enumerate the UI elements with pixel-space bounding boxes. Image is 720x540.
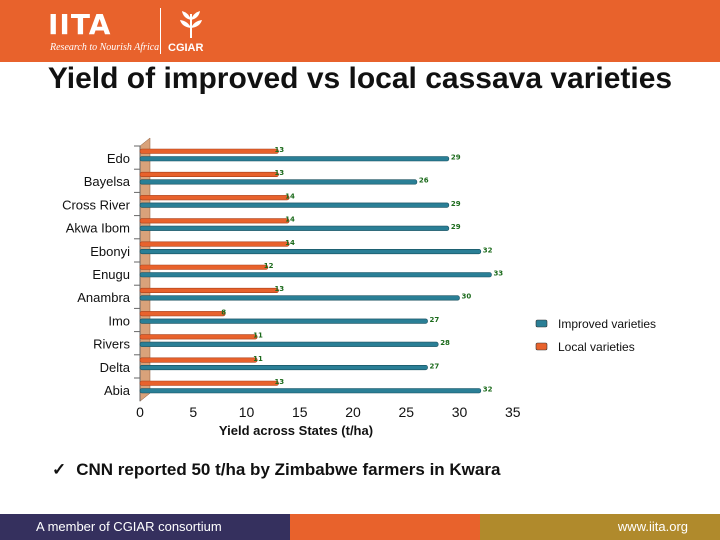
- bar-local: [139, 380, 279, 386]
- x-tick-label: 15: [292, 404, 308, 420]
- bar-local: [139, 241, 290, 247]
- data-label-local: 11: [253, 355, 263, 363]
- cgiar-logo: CGIAR: [168, 42, 204, 54]
- x-tick-label: 10: [239, 404, 255, 420]
- page-title: Yield of improved vs local cassava varie…: [47, 62, 673, 95]
- category-label: Bayelsa: [84, 174, 131, 189]
- bar-improved: [139, 364, 428, 371]
- bar-improved: [139, 179, 418, 185]
- bar-local: [139, 218, 290, 224]
- category-label: Abia: [104, 383, 131, 398]
- bullet-text: CNN reported 50 t/ha by Zimbabwe farmers…: [76, 460, 501, 479]
- data-label-local: 14: [285, 192, 295, 200]
- bar-local: [139, 357, 258, 363]
- data-label-improved: 29: [451, 200, 461, 208]
- logo-divider: [160, 8, 161, 54]
- data-label-local: 13: [274, 285, 284, 293]
- data-label-improved: 29: [451, 154, 461, 162]
- bar-improved: [139, 272, 492, 278]
- bar-local: [139, 148, 279, 154]
- data-label-improved: 27: [430, 316, 440, 324]
- bar-improved: [139, 341, 439, 347]
- data-label-improved: 29: [451, 223, 461, 231]
- data-label-local: 13: [274, 378, 284, 386]
- data-label-local: 8: [221, 308, 226, 316]
- legend-swatch: [535, 319, 548, 328]
- data-label-improved: 33: [493, 270, 503, 278]
- category-label: Ebonyi: [90, 244, 130, 259]
- data-label-improved: 26: [419, 177, 429, 185]
- footer-consortium-text: A member of CGIAR consortium: [36, 519, 222, 534]
- legend-label: Improved varieties: [558, 317, 656, 331]
- bar-improved: [139, 295, 460, 301]
- check-icon: ✓: [52, 460, 67, 479]
- x-tick-label: 25: [398, 404, 414, 420]
- legend-swatch: [535, 342, 548, 351]
- data-label-local: 13: [274, 146, 284, 154]
- x-tick-label: 20: [345, 404, 361, 420]
- category-label: Edo: [107, 151, 130, 166]
- x-tick-label: 30: [452, 404, 468, 420]
- bar-local: [139, 287, 279, 294]
- x-tick-label: 5: [189, 404, 197, 420]
- data-label-local: 11: [253, 332, 263, 340]
- category-label: Rivers: [93, 337, 130, 352]
- data-label-improved: 28: [440, 339, 450, 347]
- data-label-local: 14: [285, 216, 295, 224]
- footer-middle-band: [290, 514, 480, 540]
- footer-website-link[interactable]: www.iita.org: [617, 519, 688, 534]
- footer-right-band: [480, 514, 720, 540]
- bar-chart: Edo 13 29 Bayelsa 13 26 Cross River 14 29 Akwa Ib…: [62, 137, 656, 438]
- x-tick-label: 35: [505, 404, 521, 420]
- category-label: Cross River: [62, 197, 131, 212]
- bar-improved: [139, 156, 450, 162]
- data-label-improved: 27: [430, 362, 440, 370]
- data-label-local: 13: [274, 169, 284, 177]
- cgiar-plant-icon: [180, 11, 202, 38]
- data-label-local: 12: [264, 262, 274, 270]
- bar-improved: [139, 202, 450, 208]
- data-label-improved: 30: [462, 293, 472, 301]
- category-label: Anambra: [77, 290, 131, 305]
- category-label: Delta: [100, 360, 131, 375]
- bar-improved: [139, 249, 482, 255]
- category-label: Akwa Ibom: [66, 221, 130, 236]
- bar-local: [139, 264, 269, 270]
- legend-label: Local varieties: [558, 340, 635, 354]
- iita-logo: IITA: [48, 8, 112, 41]
- header-bar: [0, 0, 720, 62]
- x-axis-label: Yield across States (t/ha): [219, 423, 373, 438]
- bar-improved: [139, 318, 428, 324]
- data-label-improved: 32: [483, 386, 493, 394]
- logo-tagline: Research to Nourish Africa: [50, 42, 160, 53]
- bar-local: [139, 195, 290, 201]
- data-label-local: 14: [285, 239, 295, 247]
- bar-local: [139, 171, 279, 177]
- bullet-note: ✓ CNN reported 50 t/ha by Zimbabwe farmer…: [52, 460, 500, 480]
- bar-local: [139, 334, 258, 340]
- category-label: Enugu: [92, 267, 130, 282]
- bar-local: [139, 311, 226, 317]
- data-label-improved: 32: [483, 246, 493, 254]
- footer-left-band: [0, 514, 290, 540]
- x-tick-label: 0: [136, 404, 144, 420]
- bar-improved: [139, 388, 482, 394]
- category-label: Imo: [108, 313, 130, 328]
- bar-improved: [139, 225, 450, 231]
